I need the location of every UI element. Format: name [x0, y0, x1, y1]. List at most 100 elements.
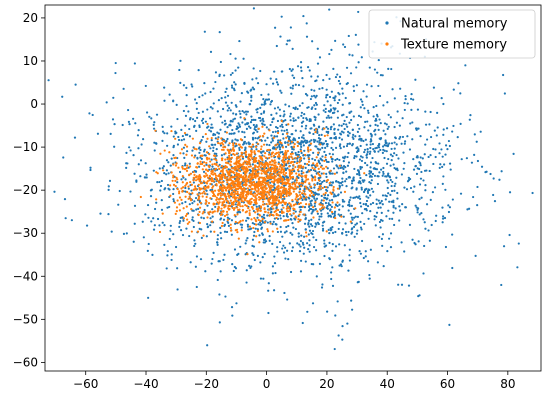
- data-point: [253, 192, 257, 195]
- data-point: [234, 138, 237, 141]
- data-point: [240, 154, 243, 157]
- data-point: [286, 249, 289, 252]
- data-point: [269, 184, 273, 187]
- data-point: [288, 173, 291, 177]
- data-point: [387, 172, 390, 175]
- data-point: [229, 199, 232, 202]
- data-point: [151, 253, 154, 256]
- data-point: [203, 185, 206, 189]
- data-point: [395, 176, 398, 179]
- data-point: [293, 183, 297, 186]
- data-point: [254, 128, 257, 132]
- data-point: [418, 213, 421, 216]
- data-point: [250, 145, 253, 148]
- data-point: [381, 145, 385, 148]
- data-point: [361, 156, 364, 159]
- data-point: [343, 244, 346, 247]
- data-point: [244, 253, 247, 256]
- data-point: [429, 110, 432, 114]
- data-point: [397, 157, 400, 160]
- data-point: [328, 258, 331, 261]
- data-point: [256, 216, 259, 219]
- data-point: [220, 97, 223, 100]
- data-point: [344, 166, 347, 169]
- data-point: [212, 87, 215, 90]
- data-point: [379, 201, 382, 204]
- data-point: [347, 269, 350, 272]
- data-point: [207, 202, 211, 205]
- data-point: [220, 141, 224, 145]
- data-point: [139, 175, 142, 178]
- data-point: [345, 82, 348, 86]
- data-point: [392, 199, 395, 202]
- data-point: [392, 204, 395, 207]
- data-point: [184, 184, 187, 187]
- data-point: [278, 168, 281, 171]
- data-point: [243, 111, 246, 114]
- data-point: [241, 163, 244, 166]
- data-point: [324, 110, 327, 114]
- data-point: [265, 187, 268, 190]
- legend-label: Natural memory: [401, 17, 508, 32]
- data-point: [199, 176, 202, 179]
- data-point: [473, 153, 476, 156]
- data-point: [255, 124, 258, 127]
- data-point: [163, 172, 166, 175]
- data-point: [244, 178, 247, 182]
- data-point: [344, 222, 347, 225]
- data-point: [169, 184, 172, 187]
- data-point: [193, 239, 196, 242]
- data-point: [285, 207, 288, 210]
- data-point: [325, 88, 328, 91]
- data-point: [280, 129, 283, 132]
- data-point: [318, 218, 321, 221]
- data-point: [300, 145, 303, 148]
- data-point: [231, 71, 234, 75]
- data-point: [262, 277, 265, 280]
- data-point: [301, 205, 305, 208]
- data-point: [179, 152, 182, 155]
- data-point: [219, 270, 222, 273]
- data-point: [222, 139, 225, 143]
- data-point: [343, 190, 347, 193]
- data-point: [387, 192, 390, 195]
- data-point: [512, 152, 515, 155]
- data-point: [321, 221, 325, 224]
- data-point: [185, 94, 188, 97]
- data-point: [286, 149, 290, 153]
- data-point: [206, 137, 209, 140]
- data-point: [250, 205, 253, 209]
- data-point: [184, 114, 188, 117]
- data-point: [271, 139, 274, 142]
- data-point: [135, 179, 138, 182]
- data-point: [194, 119, 197, 123]
- data-point: [427, 155, 430, 159]
- data-point: [217, 141, 220, 145]
- data-point: [220, 154, 224, 157]
- data-point: [428, 239, 431, 242]
- data-point: [339, 166, 342, 170]
- data-point: [264, 102, 267, 105]
- data-point: [394, 137, 397, 140]
- data-point: [221, 180, 224, 184]
- data-point: [289, 172, 292, 175]
- data-point: [194, 98, 197, 101]
- data-point: [139, 195, 142, 199]
- data-point: [308, 250, 311, 253]
- data-point: [317, 126, 321, 129]
- data-point: [273, 262, 277, 265]
- data-point: [285, 123, 288, 127]
- data-point: [400, 142, 403, 145]
- data-point: [352, 133, 355, 136]
- data-point: [133, 204, 137, 207]
- data-point: [287, 156, 291, 159]
- data-point: [213, 143, 217, 146]
- data-point: [315, 197, 319, 200]
- data-point: [358, 135, 361, 138]
- data-point: [250, 183, 253, 186]
- data-point: [244, 188, 247, 191]
- data-point: [181, 189, 184, 193]
- data-point: [260, 172, 263, 175]
- data-point: [172, 163, 175, 166]
- data-point: [261, 123, 264, 126]
